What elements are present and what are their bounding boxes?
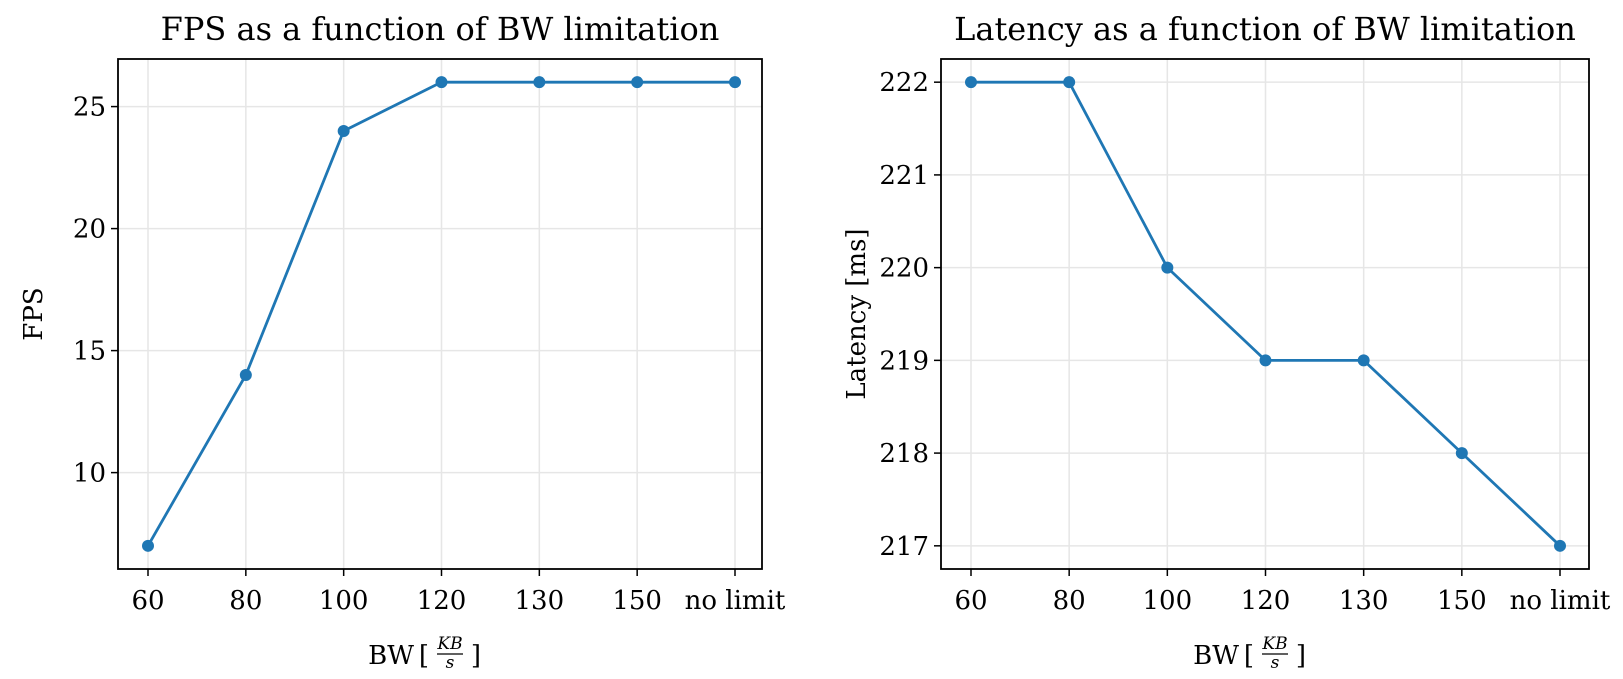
data-point (1357, 354, 1370, 367)
data-point (239, 369, 252, 382)
data-point (435, 76, 448, 89)
x-axis-label: BW[ KBs] (368, 634, 481, 673)
x-tick-label: 130 (515, 586, 565, 616)
x-axis-label-open-bracket: [ (419, 641, 429, 671)
x-axis-label-text: BW (1193, 641, 1239, 671)
y-tick-label: 15 (73, 337, 106, 367)
plot-frame (117, 58, 763, 570)
y-tick-label: 25 (73, 93, 106, 123)
x-axis-label-unit-numerator: KB (1261, 634, 1287, 654)
x-tick-label: 120 (417, 586, 467, 616)
x-axis-label-close-bracket: ] (1296, 641, 1306, 671)
x-tick-label: 60 (131, 586, 164, 616)
x-axis-label-text: BW (368, 641, 414, 671)
x-tick-label: 80 (1053, 586, 1086, 616)
data-point (631, 76, 644, 89)
plot-frame (940, 58, 1590, 570)
x-tick-label: 150 (612, 586, 662, 616)
y-axis-label: Latency [ms] (842, 228, 872, 399)
x-tick-label: 100 (319, 586, 369, 616)
x-axis-label-open-bracket: [ (1244, 641, 1254, 671)
data-point (142, 539, 154, 552)
data-point (729, 76, 741, 89)
x-tick-label: 150 (1437, 586, 1487, 616)
x-tick-label: 120 (1241, 586, 1291, 616)
data-point (1455, 447, 1468, 460)
x-axis-label-unit-numerator: KB (436, 634, 462, 654)
y-tick-label: 221 (879, 161, 929, 191)
x-tick-label: 60 (954, 586, 987, 616)
x-axis-label: BW[ KBs] (1193, 634, 1306, 673)
data-point (533, 76, 546, 89)
data-point (1259, 354, 1272, 367)
data-point (337, 124, 350, 137)
x-tick-label: 100 (1143, 586, 1193, 616)
latency-chart: 60 80 100 120 130 150 no limit 217 218 219 220 221 2… (842, 10, 1611, 673)
y-axis-label: FPS (19, 287, 49, 340)
y-tick-label: 20 (73, 215, 106, 245)
data-point (1063, 76, 1076, 89)
y-tick-label: 10 (73, 459, 106, 489)
y-tick-label: 219 (879, 346, 929, 376)
chart-title: FPS as a function of BW limitation (161, 10, 720, 48)
x-tick-label: no limit (1510, 586, 1611, 616)
x-tick-label: 130 (1339, 586, 1389, 616)
y-tick-label: 218 (879, 439, 929, 469)
x-tick-label: 80 (229, 586, 262, 616)
y-tick-label: 220 (879, 254, 929, 284)
chart-title: Latency as a function of BW limitation (954, 10, 1576, 48)
x-axis-label-unit-denominator: s (1271, 653, 1280, 673)
data-point (1554, 539, 1566, 552)
data-point (965, 76, 977, 89)
x-axis-label-unit-denominator: s (446, 653, 455, 673)
data-point (1161, 261, 1174, 274)
x-axis-label-close-bracket: ] (471, 641, 481, 671)
x-tick-label: no limit (685, 586, 786, 616)
fps-chart: 60 80 100 120 130 150 no limit 10 15 20 25 FPS as a… (19, 10, 786, 673)
y-tick-label: 222 (879, 68, 929, 98)
y-tick-label: 217 (879, 532, 929, 562)
